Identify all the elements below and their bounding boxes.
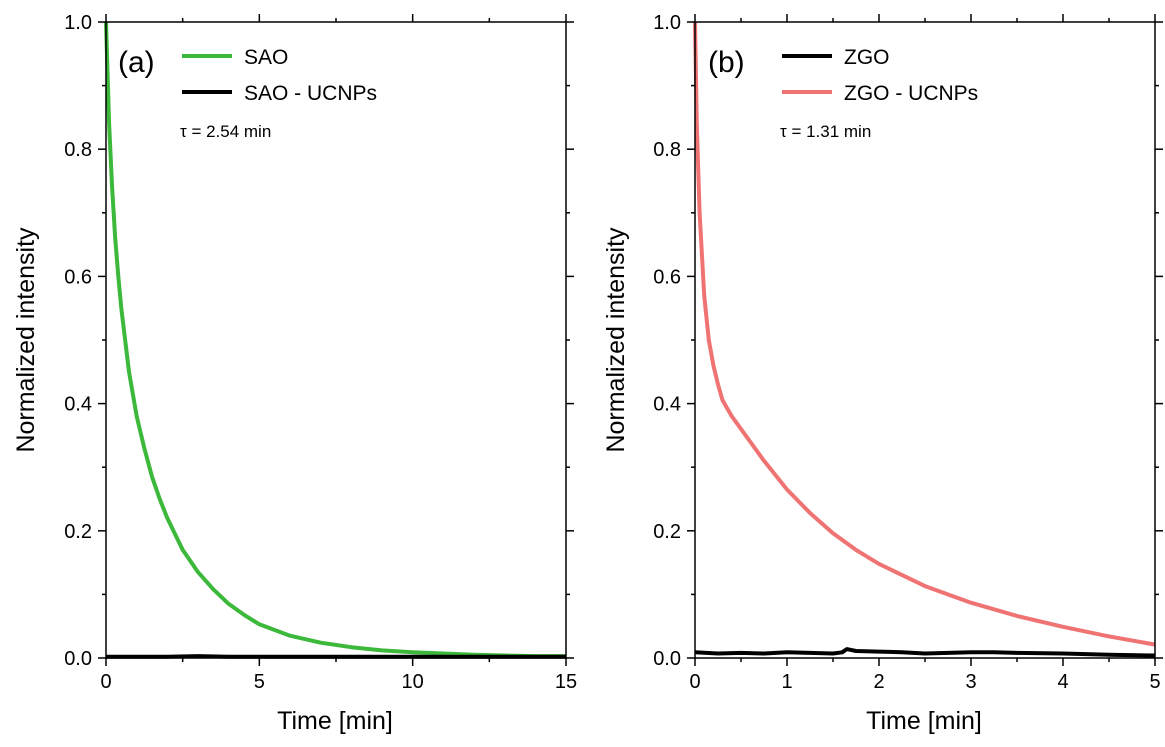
x-tick-label: 2 [873,671,884,693]
y-tick-label: 0.4 [64,394,92,416]
ylabel: Normalized intensity [602,227,630,453]
panel-label: (a) [118,46,155,79]
y-tick-label: 0.0 [653,648,681,670]
x-tick-label: 5 [254,671,265,693]
legend-label-zgo-ucnps: ZGO - UCNPs [844,82,978,105]
xlabel: Time [min] [866,707,982,735]
legend-label-sao: SAO [244,46,288,69]
y-tick-label: 1.0 [64,12,92,34]
y-tick-label: 0.0 [64,648,92,670]
x-tick-label: 3 [965,671,976,693]
y-tick-label: 0.4 [653,394,681,416]
plot-frame [694,21,1156,659]
x-tick-label: 0 [689,671,700,693]
y-tick-label: 0.2 [64,521,92,543]
y-tick-label: 0.8 [64,139,92,161]
panel-a: Normalized intensity Time [min] (a) τ = … [12,12,577,735]
annotation: τ = 2.54 min [180,122,271,141]
panel-label: (b) [708,46,745,79]
series-line-0 [104,21,566,659]
ylabel: Normalized intensity [12,227,40,453]
x-tick-label: 10 [402,671,424,693]
y-tick-label: 0.6 [64,266,92,288]
x-tick-label: 1 [781,671,792,693]
y-tick-label: 0.8 [653,139,681,161]
series-line-1 [106,654,566,659]
x-tick-label: 4 [1057,671,1068,693]
legend-label-zgo: ZGO [844,46,890,69]
y-tick-label: 1.0 [653,12,681,34]
panel-b: Normalized intensity Time [min] (b) τ = … [602,12,1163,735]
y-tick-label: 0.6 [653,266,681,288]
y-tick-label: 0.2 [653,521,681,543]
series-line-1 [693,21,1156,647]
x-tick-label: 15 [555,671,577,693]
series-line-0 [694,647,1156,658]
legend-label-sao-ucnps: SAO - UCNPs [244,82,377,105]
plot-frame [105,21,567,659]
annotation: τ = 1.31 min [780,122,871,141]
x-tick-label: 5 [1149,671,1160,693]
x-tick-label: 0 [100,671,111,693]
xlabel: Time [min] [277,707,393,735]
